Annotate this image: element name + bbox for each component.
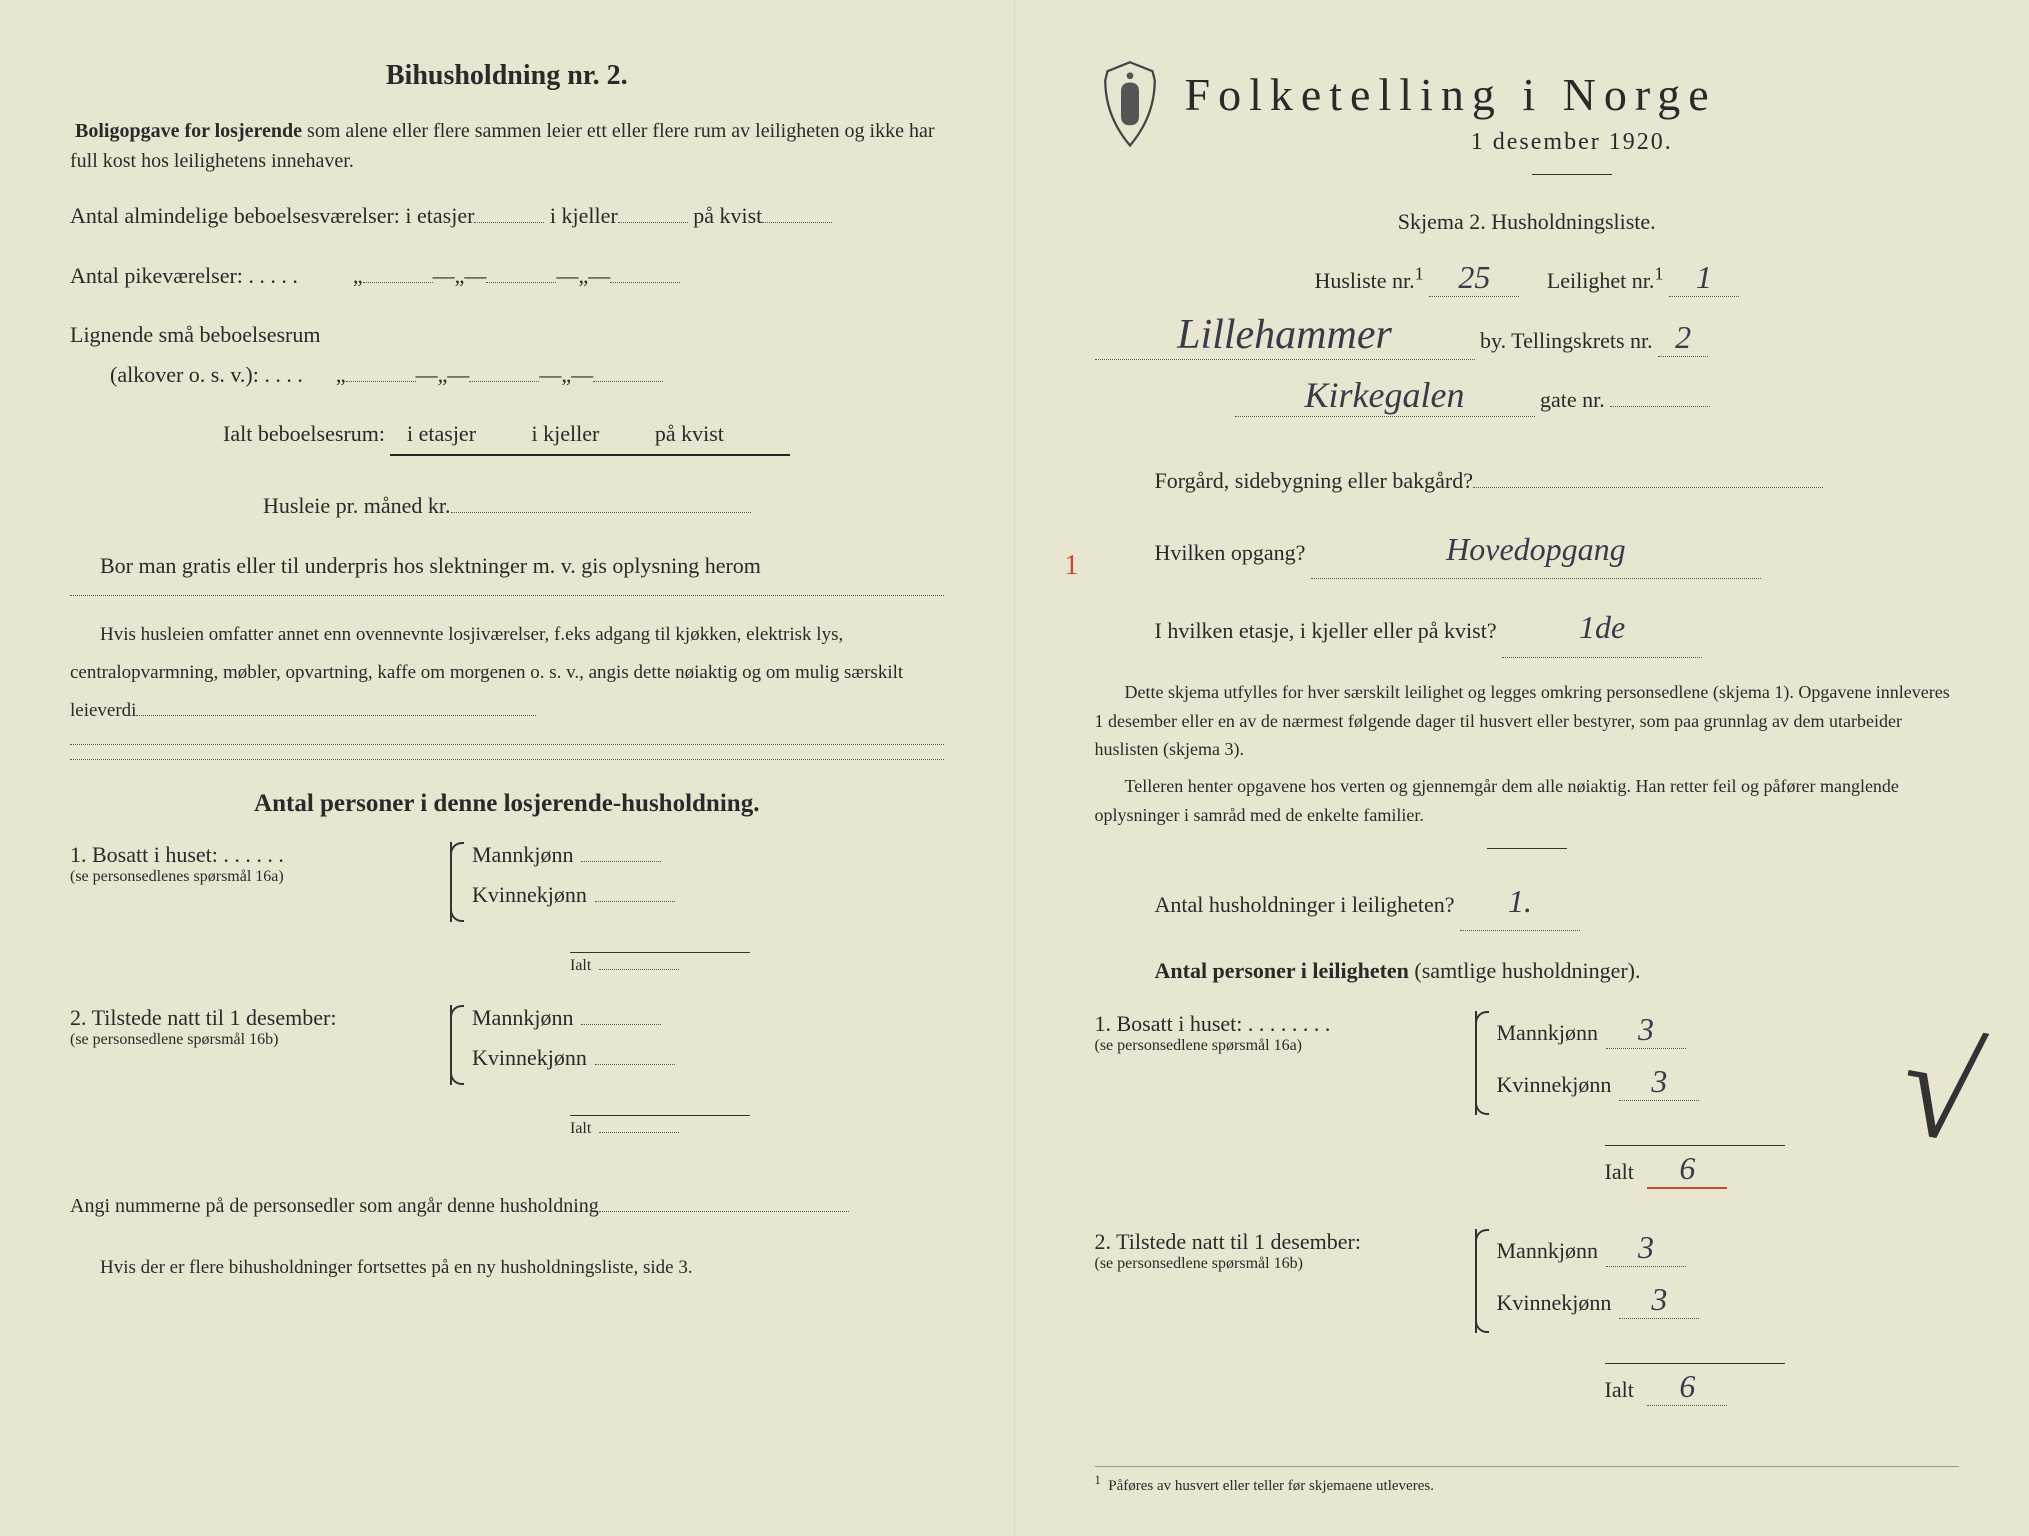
right-ialt-1: Ialt 6: [1605, 1145, 1785, 1189]
footnote: 1 Påføres av husvert eller teller før sk…: [1095, 1466, 1960, 1495]
right-page: Folketelling i Norge 1 desember 1920. Sk…: [1015, 0, 2029, 1536]
census-date: 1 desember 1920.: [1185, 129, 1960, 156]
instructions-1: Dette skjema utfylles for hver særskilt …: [1095, 678, 1960, 764]
opgang-value: Hovedopgang: [1311, 521, 1761, 580]
pike-line: Antal pikeværelser: . . . . . „—„——„—: [70, 256, 944, 296]
left-title: Bihusholdning nr. 2.: [70, 60, 944, 92]
antal-pers-title: Antal personer i leiligheten (samtlige h…: [1155, 951, 1960, 991]
coat-of-arms-icon: [1095, 60, 1165, 150]
right-count-1: 1. Bosatt i huset: . . . . . . . . (se p…: [1095, 1011, 1960, 1115]
b2-mann: 3: [1606, 1229, 1686, 1267]
antal-hush-line: Antal husholdninger i leiligheten? 1.: [1155, 873, 1960, 932]
husleie-line: Husleie pr. måned kr.: [70, 486, 944, 526]
right-ialt-2: Ialt 6: [1605, 1363, 1785, 1406]
lignende-line: Lignende små beboelsesrum (alkover o. s.…: [70, 315, 944, 394]
hvis-line: Hvis husleien omfatter annet enn ovennev…: [70, 616, 944, 760]
street-row: Kirkegalen gate nr.: [1235, 374, 1960, 417]
left-count-2: 2. Tilstede natt til 1 desember: (se per…: [70, 1005, 944, 1085]
intro-text: Boligopgave for losjerende som alene ell…: [70, 116, 944, 176]
forgard-line: Forgård, sidebygning eller bakgård?: [1155, 461, 1960, 501]
etasje-value: 1de: [1502, 599, 1702, 658]
left-ialt-1: Ialt: [570, 952, 750, 975]
red-mark-1: 1: [1065, 550, 1079, 582]
antal-title-left: Antal personer i denne losjerende-hushol…: [70, 790, 944, 818]
left-page: Bihusholdning nr. 2. Boligopgave for los…: [0, 0, 1015, 1536]
angi-line: Angi nummerne på de personsedler som ang…: [70, 1188, 944, 1224]
b2-kvinne: 3: [1619, 1281, 1699, 1319]
left-count-1: 1. Bosatt i huset: . . . . . . (se perso…: [70, 842, 944, 922]
left-ialt-2: Ialt: [570, 1115, 750, 1138]
gratis-line: Bor man gratis eller til underpris hos s…: [70, 546, 944, 597]
antal-hush-value: 1.: [1460, 873, 1580, 932]
ialt-rooms: Ialt beboelsesrum: i etasjer i kjeller p…: [70, 414, 944, 456]
main-title: Folketelling i Norge: [1185, 68, 1960, 121]
b2-ialt: 6: [1647, 1368, 1727, 1406]
b1-ialt: 6: [1647, 1150, 1727, 1189]
instructions-2: Telleren henter opgavene hos verten og g…: [1095, 772, 1960, 830]
rooms-line: Antal almindelige beboelsesværelser: i e…: [70, 196, 944, 236]
krets-value: 2: [1658, 319, 1708, 357]
etasje-line: I hvilken etasje, i kjeller eller på kvi…: [1155, 599, 1960, 658]
street-handwriting: Kirkegalen: [1235, 374, 1535, 417]
intro-bold: Boligopgave for losjerende: [75, 120, 302, 142]
right-count-2: 2. Tilstede natt til 1 desember: (se per…: [1095, 1229, 1960, 1333]
husliste-row: Husliste nr.1 25 Leilighet nr.1 1: [1095, 259, 1960, 297]
b1-mann: 3: [1606, 1011, 1686, 1049]
city-handwriting: Lillehammer: [1095, 311, 1475, 360]
leilighet-value: 1: [1669, 259, 1739, 297]
opgang-line: Hvilken opgang? Hovedopgang: [1155, 521, 1960, 580]
husliste-value: 25: [1429, 259, 1519, 297]
divider: [1532, 174, 1612, 175]
schema-line: Skjema 2. Husholdningsliste.: [1095, 209, 1960, 235]
heading-block: Folketelling i Norge 1 desember 1920.: [1095, 60, 1960, 199]
hvis2-line: Hvis der er flere bihusholdninger fortse…: [70, 1254, 944, 1283]
b1-kvinne: 3: [1619, 1063, 1699, 1101]
divider-2: [1487, 848, 1567, 849]
city-row: Lillehammer by. Tellingskrets nr. 2: [1095, 311, 1960, 360]
